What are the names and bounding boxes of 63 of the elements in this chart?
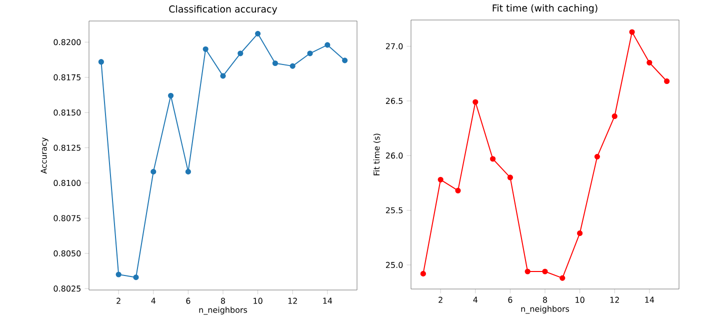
point xyxy=(560,275,566,281)
y-axis-title: Fit time (s) xyxy=(373,134,381,176)
point xyxy=(420,270,426,276)
point xyxy=(629,29,635,35)
point xyxy=(542,268,548,274)
point xyxy=(116,272,122,278)
point xyxy=(664,78,670,84)
point xyxy=(150,168,156,174)
x-tick-label: 4 xyxy=(473,296,478,303)
x-tick-label: 14 xyxy=(323,298,332,304)
y-tick-label: 27.0 xyxy=(386,43,403,50)
point xyxy=(524,268,530,274)
point xyxy=(612,113,618,120)
y-tick-label: 0.8100 xyxy=(54,180,81,186)
y-tick-label: 25.0 xyxy=(386,262,403,268)
x-tick-label: 2 xyxy=(438,296,442,303)
y-tick-label: 0.8175 xyxy=(54,74,80,80)
y-axis-title: Accuracy xyxy=(40,137,48,174)
x-tick-label: 8 xyxy=(543,296,548,303)
point xyxy=(507,174,514,180)
y-tick-label: 0.8050 xyxy=(54,250,81,256)
point xyxy=(594,154,600,160)
y-tick-label: 0.8075 xyxy=(54,215,80,222)
x-tick-label: 10 xyxy=(576,296,584,303)
y-tick-label: 0.8125 xyxy=(54,144,80,151)
point xyxy=(307,50,313,56)
point xyxy=(472,99,478,105)
x-tick-label: 6 xyxy=(508,296,512,303)
x-tick-label: 12 xyxy=(610,296,619,303)
point xyxy=(202,46,208,52)
point xyxy=(455,188,461,194)
point xyxy=(98,59,104,65)
point xyxy=(238,50,244,56)
y-tick-label: 0.8150 xyxy=(54,110,81,116)
x-tick-label: 14 xyxy=(645,296,654,303)
point xyxy=(255,30,261,36)
point xyxy=(220,73,226,79)
chart-title: Fit time (with caching) xyxy=(492,4,598,14)
point xyxy=(342,58,348,64)
x-axis-title: n_neighbors xyxy=(521,306,570,314)
chart-title: Classification accuracy xyxy=(169,5,278,14)
x-tick-label: 4 xyxy=(151,298,156,304)
x-tick-label: 10 xyxy=(254,298,262,304)
point xyxy=(646,60,652,66)
point xyxy=(272,60,278,66)
y-tick-label: 26.0 xyxy=(386,152,403,159)
point xyxy=(185,168,191,174)
point xyxy=(168,92,174,98)
y-tick-label: 25.5 xyxy=(386,207,403,214)
point xyxy=(438,176,444,182)
x-tick-label: 8 xyxy=(221,298,226,304)
x-tick-label: 2 xyxy=(116,298,120,304)
x-tick-label: 12 xyxy=(288,298,297,304)
y-tick-label: 0.8025 xyxy=(54,286,80,292)
point xyxy=(490,156,496,162)
point xyxy=(324,42,330,48)
x-tick-label: 6 xyxy=(186,298,190,304)
x-axis-title: n_neighbors xyxy=(199,306,248,315)
y-tick-label: 26.5 xyxy=(386,98,403,104)
point xyxy=(290,63,296,69)
point xyxy=(133,274,139,280)
y-tick-label: 0.8200 xyxy=(54,39,81,46)
point xyxy=(577,230,583,236)
